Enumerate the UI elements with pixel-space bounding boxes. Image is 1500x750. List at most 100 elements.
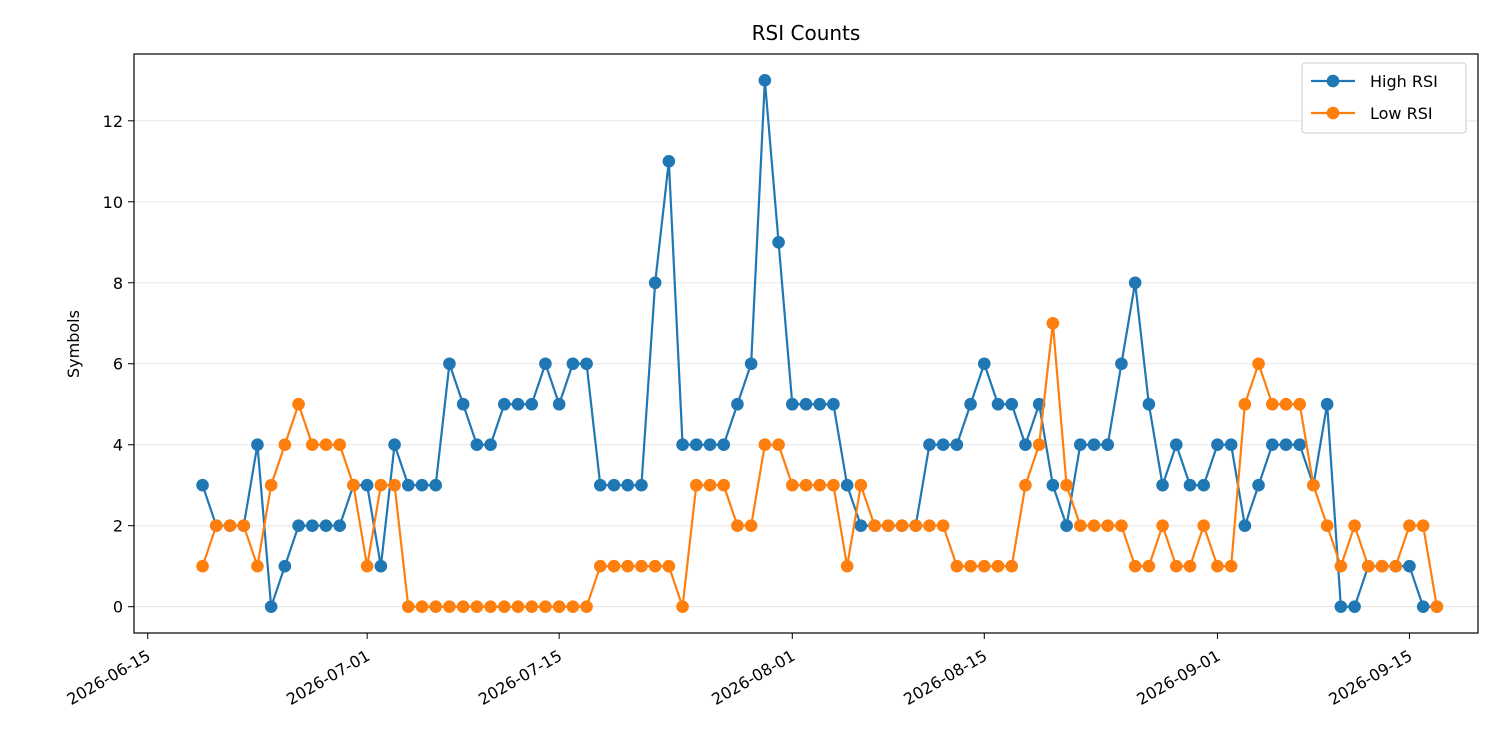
- low-rsi-point: [443, 600, 456, 613]
- high-rsi-point: [854, 519, 868, 533]
- high-rsi-point: [785, 397, 799, 411]
- low-rsi-point: [1265, 397, 1279, 411]
- high-rsi-point: [1115, 357, 1128, 371]
- high-rsi-point: [278, 559, 292, 573]
- high-rsi-point: [264, 600, 278, 613]
- high-rsi-point: [1005, 397, 1019, 411]
- low-rsi-point: [278, 438, 292, 452]
- low-rsi-point: [1101, 519, 1115, 533]
- high-rsi-point: [1416, 600, 1430, 613]
- legend-item-high-rsi: High RSI: [1311, 72, 1438, 91]
- low-rsi-point: [950, 559, 964, 573]
- low-rsi-point: [374, 478, 388, 492]
- legend: High RSI Low RSI: [1301, 62, 1467, 134]
- low-rsi-point: [1156, 519, 1169, 533]
- low-rsi-point: [1032, 438, 1046, 452]
- low-rsi-point: [977, 559, 991, 573]
- high-rsi-point: [1073, 438, 1087, 452]
- high-rsi-point: [1403, 559, 1416, 573]
- low-rsi-point: [991, 559, 1005, 573]
- low-rsi-point: [1060, 478, 1073, 492]
- low-rsi-point: [1115, 519, 1128, 533]
- low-rsi-point: [347, 478, 360, 492]
- low-rsi-point: [785, 478, 799, 492]
- low-rsi-point: [1361, 559, 1375, 573]
- low-rsi-point: [813, 478, 827, 492]
- low-rsi-point: [936, 519, 950, 533]
- high-rsi-point: [717, 438, 731, 452]
- high-rsi-point: [429, 478, 443, 492]
- high-rsi-point: [758, 74, 772, 87]
- high-rsi-point: [744, 357, 758, 371]
- low-rsi-point: [429, 600, 443, 613]
- high-rsi-point: [333, 519, 347, 533]
- high-rsi-point: [580, 357, 593, 371]
- high-rsi-point: [539, 357, 552, 371]
- legend-item-low-rsi: Low RSI: [1311, 104, 1433, 123]
- high-rsi-point: [799, 397, 813, 411]
- low-rsi-point: [319, 438, 333, 452]
- high-rsi-point: [552, 397, 566, 411]
- high-rsi-point: [1101, 438, 1115, 452]
- high-rsi-point: [456, 397, 470, 411]
- high-rsi-point: [1252, 478, 1265, 492]
- low-rsi-point: [799, 478, 813, 492]
- low-rsi-point: [744, 519, 758, 533]
- low-rsi-point: [868, 519, 881, 533]
- low-rsi-point: [223, 519, 237, 533]
- low-rsi-point: [635, 559, 648, 573]
- high-rsi-point: [1348, 600, 1361, 613]
- low-rsi-point: [1197, 519, 1211, 533]
- high-rsi-point: [1320, 397, 1334, 411]
- low-rsi-point: [923, 519, 936, 533]
- high-rsi-point: [374, 559, 388, 573]
- low-rsi-series: [196, 316, 1444, 613]
- low-rsi-point: [964, 559, 977, 573]
- low-rsi-point: [1169, 559, 1183, 573]
- low-rsi-point: [607, 559, 621, 573]
- high-rsi-point: [1183, 478, 1197, 492]
- high-rsi-point: [511, 397, 525, 411]
- low-rsi-point: [1334, 559, 1348, 573]
- low-rsi-point: [1005, 559, 1019, 573]
- grid-lines: [134, 120, 1478, 608]
- low-rsi-point: [484, 600, 497, 613]
- plot-frame: [133, 53, 1479, 634]
- y-tick-label: 6: [113, 355, 123, 374]
- high-rsi-point: [1169, 438, 1183, 452]
- high-rsi-point: [977, 357, 991, 371]
- high-rsi-point: [827, 397, 840, 411]
- low-rsi-point: [662, 559, 676, 573]
- high-rsi-point: [1087, 438, 1101, 452]
- high-rsi-point: [621, 478, 635, 492]
- low-rsi-point: [525, 600, 539, 613]
- y-tick-label: 10: [103, 193, 123, 212]
- low-rsi-point: [470, 600, 484, 613]
- low-rsi-point: [1320, 519, 1334, 533]
- high-rsi-point: [484, 438, 497, 452]
- low-rsi-point: [1046, 316, 1060, 330]
- low-rsi-point: [1348, 519, 1361, 533]
- high-rsi-point: [415, 478, 429, 492]
- low-rsi-point: [1307, 478, 1320, 492]
- low-rsi-point: [511, 600, 525, 613]
- y-axis: 0 2 4 6 8 10 12: [103, 112, 134, 617]
- y-tick-label: 0: [113, 598, 123, 617]
- low-rsi-point: [1183, 559, 1197, 573]
- low-rsi-point: [621, 559, 635, 573]
- high-rsi-point: [676, 438, 689, 452]
- high-rsi-point: [923, 438, 936, 452]
- low-rsi-point: [1389, 559, 1403, 573]
- low-rsi-point: [1128, 559, 1142, 573]
- low-rsi-point: [209, 519, 223, 533]
- high-rsi-point: [1211, 438, 1224, 452]
- high-rsi-point: [497, 397, 511, 411]
- low-rsi-point: [1142, 559, 1156, 573]
- high-rsi-point: [731, 397, 744, 411]
- low-rsi-point: [264, 478, 278, 492]
- low-rsi-point: [676, 600, 689, 613]
- high-rsi-point: [991, 397, 1005, 411]
- low-rsi-point: [388, 478, 401, 492]
- legend-swatch-marker: [1326, 106, 1340, 120]
